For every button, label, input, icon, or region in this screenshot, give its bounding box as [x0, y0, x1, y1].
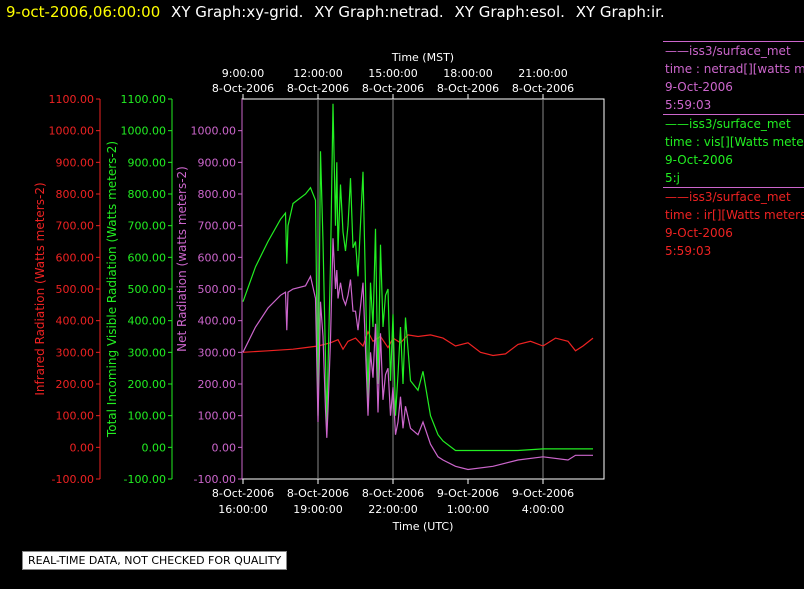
y-tick-label: 1100.00	[121, 93, 167, 106]
series-line	[242, 238, 593, 471]
header-bar: 9-oct-2006,06:00:00 XY Graph:xy-grid. XY…	[6, 3, 665, 21]
header-title-netrad: XY Graph:netrad.	[314, 3, 444, 21]
y-tick-label: 1000.00	[191, 125, 237, 138]
bottom-tick-label: 4:00:00	[522, 503, 564, 516]
y-tick-label: 800.00	[198, 188, 237, 201]
legend-source: ——iss3/surface_met	[665, 44, 791, 58]
top-tick-label: 8-Oct-2006	[437, 82, 499, 95]
top-tick-label: 8-Oct-2006	[512, 82, 574, 95]
y-tick-label: 1100.00	[49, 93, 95, 106]
y-tick-label: 900.00	[198, 156, 237, 169]
y-tick-label: 1000.00	[121, 125, 167, 138]
bottom-axis-label: Time (UTC)	[392, 520, 454, 533]
legend-source: ——iss3/surface_met	[665, 117, 791, 131]
y-tick-label: 200.00	[56, 378, 95, 391]
y-tick-label: 0.00	[70, 441, 95, 454]
y-tick-label: 500.00	[198, 283, 237, 296]
y-axis-label: Net Radiation (watts meters-2)	[175, 166, 189, 352]
y-tick-label: 700.00	[198, 220, 237, 233]
legend-entry-netrad: ——iss3/surface_met time : netrad[][watts…	[663, 41, 804, 114]
bottom-tick-label: 9-Oct-2006	[512, 487, 574, 500]
y-tick-label: 100.00	[56, 410, 95, 423]
legend-desc: time : ir[][Watts meters	[665, 208, 804, 222]
y-tick-label: 200.00	[128, 378, 167, 391]
top-axis-label: Time (MST)	[391, 51, 454, 64]
bottom-tick-label: 16:00:00	[218, 503, 267, 516]
series-line	[242, 330, 594, 357]
y-tick-label: 400.00	[128, 315, 167, 328]
y-tick-label: -100.00	[194, 473, 236, 486]
y-tick-label: 300.00	[128, 346, 167, 359]
y-axis-label: Infrared Radiation (Watts meters-2)	[33, 182, 47, 395]
top-tick-label: 12:00:00	[293, 67, 342, 80]
header-title-esol: XY Graph:esol.	[454, 3, 565, 21]
y-tick-label: 900.00	[56, 156, 95, 169]
bottom-tick-label: 8-Oct-2006	[287, 487, 349, 500]
y-tick-label: 800.00	[56, 188, 95, 201]
bottom-tick-label: 8-Oct-2006	[362, 487, 424, 500]
y-axis-label: Total Incoming Visible Radiation (Watts …	[105, 141, 119, 438]
top-tick-label: 18:00:00	[443, 67, 492, 80]
y-tick-label: 400.00	[198, 315, 237, 328]
legend-time: 5:59:03	[665, 98, 712, 112]
y-tick-label: 1000.00	[49, 125, 95, 138]
y-tick-label: 500.00	[56, 283, 95, 296]
top-tick-label: 8-Oct-2006	[287, 82, 349, 95]
y-tick-label: 900.00	[128, 156, 167, 169]
legend-panel: ——iss3/surface_met time : netrad[][watts…	[663, 41, 804, 260]
bottom-tick-label: 8-Oct-2006	[212, 487, 274, 500]
y-tick-label: 0.00	[212, 441, 237, 454]
y-tick-label: 0.00	[142, 441, 167, 454]
legend-date: 9-Oct-2006	[665, 226, 733, 240]
y-tick-label: 600.00	[198, 251, 237, 264]
bottom-tick-label: 22:00:00	[368, 503, 417, 516]
y-tick-label: -100.00	[52, 473, 94, 486]
bottom-tick-label: 19:00:00	[293, 503, 342, 516]
legend-time: 5:j	[665, 171, 681, 185]
series-line	[242, 103, 593, 452]
y-tick-label: 800.00	[128, 188, 167, 201]
y-tick-label: 100.00	[198, 410, 237, 423]
top-tick-label: 8-Oct-2006	[212, 82, 274, 95]
legend-date: 9-Oct-2006	[665, 153, 733, 167]
y-tick-label: 100.00	[128, 410, 167, 423]
header-title-ir: XY Graph:ir.	[575, 3, 665, 21]
legend-time: 5:59:03	[665, 244, 712, 258]
quality-notice: REAL-TIME DATA, NOT CHECKED FOR QUALITY	[22, 551, 288, 570]
legend-desc: time : vis[][Watts mete	[665, 135, 804, 149]
y-tick-label: 300.00	[56, 346, 95, 359]
bottom-tick-label: 9-Oct-2006	[437, 487, 499, 500]
y-tick-label: 700.00	[56, 220, 95, 233]
legend-entry-ir: ——iss3/surface_met time : ir[][Watts met…	[663, 187, 804, 260]
y-tick-label: 400.00	[56, 315, 95, 328]
top-tick-label: 21:00:00	[518, 67, 567, 80]
y-tick-label: 500.00	[128, 283, 167, 296]
legend-entry-vis: ——iss3/surface_met time : vis[][Watts me…	[663, 114, 804, 187]
legend-date: 9-Oct-2006	[665, 80, 733, 94]
legend-source: ——iss3/surface_met	[665, 190, 791, 204]
header-datetime: 9-oct-2006,06:00:00	[6, 3, 161, 21]
header-title-xy-grid: XY Graph:xy-grid.	[171, 3, 304, 21]
top-tick-label: 15:00:00	[368, 67, 417, 80]
y-tick-label: 600.00	[128, 251, 167, 264]
top-tick-label: 9:00:00	[222, 67, 264, 80]
y-tick-label: 600.00	[56, 251, 95, 264]
top-tick-label: 8-Oct-2006	[362, 82, 424, 95]
y-tick-label: -100.00	[124, 473, 166, 486]
y-tick-label: 700.00	[128, 220, 167, 233]
bottom-tick-label: 1:00:00	[447, 503, 489, 516]
y-tick-label: 300.00	[198, 346, 237, 359]
y-tick-label: 200.00	[198, 378, 237, 391]
legend-desc: time : netrad[][watts m	[665, 62, 804, 76]
